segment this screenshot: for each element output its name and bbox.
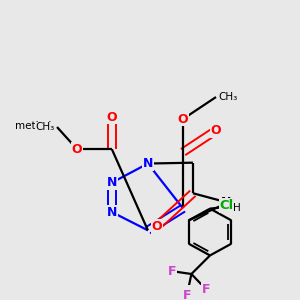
Text: O: O bbox=[72, 143, 83, 156]
Text: O: O bbox=[178, 112, 188, 125]
Text: N: N bbox=[221, 196, 232, 209]
Text: CH₃: CH₃ bbox=[218, 92, 238, 102]
Text: methyl: methyl bbox=[15, 121, 51, 130]
Text: O: O bbox=[106, 110, 117, 124]
Text: N: N bbox=[107, 176, 117, 189]
Text: H: H bbox=[232, 203, 240, 213]
Text: O: O bbox=[152, 220, 162, 233]
Text: N: N bbox=[143, 157, 153, 170]
Text: Cl: Cl bbox=[219, 199, 234, 212]
Text: F: F bbox=[168, 265, 176, 278]
Text: CH₃: CH₃ bbox=[35, 122, 55, 132]
Text: N: N bbox=[107, 206, 117, 219]
Text: O: O bbox=[211, 124, 221, 137]
Text: F: F bbox=[183, 289, 191, 300]
Text: F: F bbox=[202, 283, 211, 296]
